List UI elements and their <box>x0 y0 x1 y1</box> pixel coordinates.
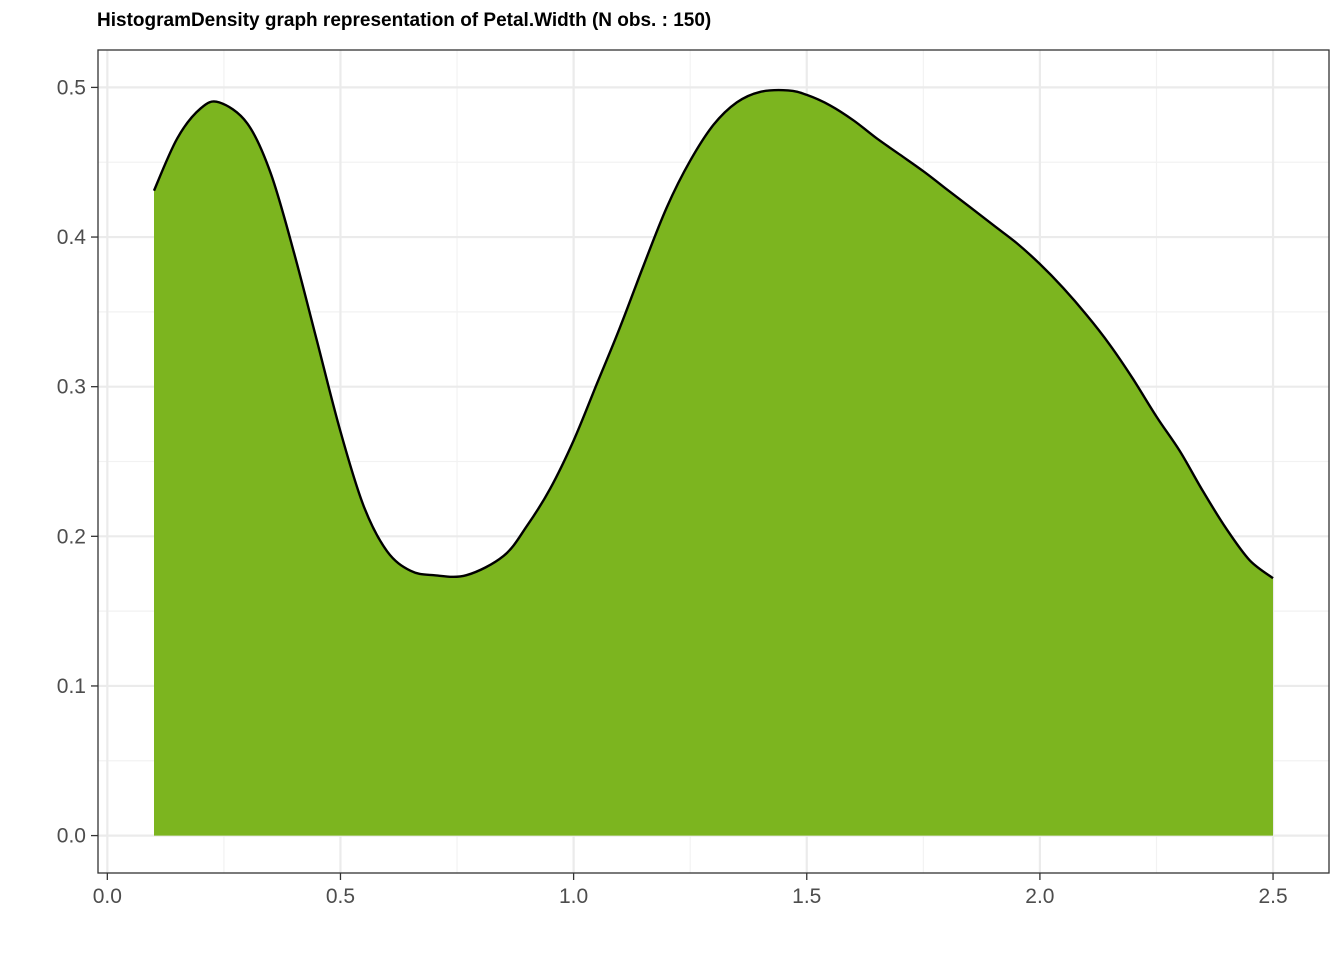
y-tick-label: 0.2 <box>57 525 86 548</box>
y-axis: 0.0 0.1 0.2 0.3 0.4 0.5 <box>57 76 98 848</box>
x-tick-label: 1.5 <box>792 885 821 908</box>
density-area <box>154 90 1273 836</box>
density-line <box>152 88 1274 580</box>
x-tick-label: 2.0 <box>1025 885 1054 908</box>
y-tick-label: 0.0 <box>57 825 86 848</box>
x-tick-label: 1.0 <box>559 885 588 908</box>
x-axis: 0.0 0.5 1.0 1.5 2.0 2.5 <box>93 873 1288 908</box>
y-tick-label: 0.1 <box>57 675 86 698</box>
x-tick-label: 0.5 <box>326 885 355 908</box>
y-tick-label: 0.5 <box>57 76 86 99</box>
plot-border <box>97 49 1330 874</box>
x-tick-label: 2.5 <box>1258 885 1287 908</box>
x-tick-label: 0.0 <box>93 885 122 908</box>
chart-title: HistogramDensity graph representation of… <box>97 10 712 31</box>
y-tick-label: 0.3 <box>57 376 86 399</box>
y-tick-label: 0.4 <box>57 226 87 249</box>
